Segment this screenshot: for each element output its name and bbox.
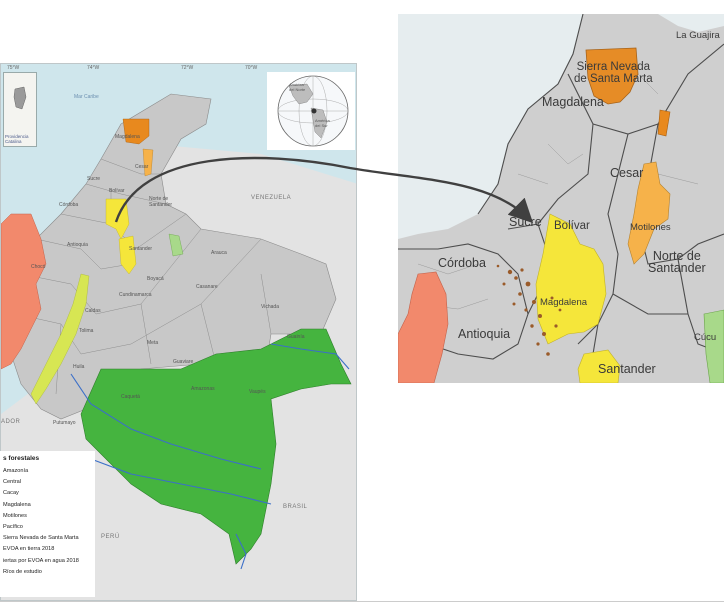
label-cucuta: Cúcu bbox=[694, 332, 717, 343]
label-huila: Huila bbox=[73, 364, 85, 370]
magdalena-nucleus bbox=[535, 213, 607, 345]
label-guaviare: Guaviare bbox=[173, 359, 194, 365]
label-motilones: Motilones bbox=[630, 222, 671, 233]
cacay-nucleus bbox=[168, 233, 184, 257]
label-cordoba: Córdoba bbox=[438, 256, 486, 270]
zoom-map-caribbean-region: La Guajira Sierra Nevada de Santa Marta … bbox=[398, 14, 724, 383]
island-shape bbox=[13, 86, 27, 110]
sierra-nevada-nucleus-east bbox=[657, 109, 671, 137]
legend-title: s forestales bbox=[3, 455, 40, 462]
department-borders bbox=[398, 14, 724, 360]
amazonia-nucleus bbox=[80, 328, 352, 565]
label-venezuela: VENEZUELA bbox=[251, 195, 292, 201]
label-brasil: BRASIL bbox=[283, 504, 308, 510]
label-vaupes: Vaupés bbox=[249, 389, 266, 395]
legend-item: Pacífico bbox=[3, 523, 23, 530]
island-inset: Providencia Catalina bbox=[3, 72, 37, 147]
label-bolivar: Bolívar bbox=[554, 220, 590, 232]
graticule-tick: 70°W bbox=[245, 65, 258, 71]
graticule-tick: 74°W bbox=[87, 65, 100, 71]
pacifico-nucleus bbox=[1, 213, 47, 370]
locator-globe: América del Norte América del Sur bbox=[267, 72, 355, 150]
label-putumayo: Putumayo bbox=[53, 420, 76, 426]
label-peru: PERÚ bbox=[101, 534, 120, 540]
label-sierra-nevada: Sierra Nevada de Santa Marta bbox=[574, 61, 653, 85]
label-la-guajira: La Guajira bbox=[676, 30, 720, 41]
label-norte-santander: Norte de Santander bbox=[648, 249, 706, 275]
legend-item: iertas por EVOA en agua 2018 bbox=[3, 557, 79, 564]
label-magdalena: Magdalena bbox=[115, 134, 140, 140]
forest-patches bbox=[496, 264, 562, 356]
label-guainia: Guainía bbox=[287, 334, 305, 340]
label-magdalena-region: Magdalena bbox=[540, 297, 588, 308]
globe-north-america-label: América del Norte bbox=[289, 82, 306, 92]
legend-item: Magdalena bbox=[3, 501, 31, 508]
motilones-nucleus bbox=[627, 161, 671, 265]
graticule-tick: 75°W bbox=[7, 65, 20, 71]
magdalena-nucleus-south bbox=[118, 235, 137, 275]
label-choco: Chocó bbox=[31, 264, 46, 270]
label-bolivar: Bolívar bbox=[109, 188, 125, 194]
label-tolima: Tolima bbox=[79, 328, 94, 334]
label-caqueta: Caquetá bbox=[121, 394, 140, 400]
inset-label: Providencia Catalina bbox=[5, 134, 29, 144]
motilones-nucleus bbox=[142, 148, 154, 177]
legend-item: Sierra Nevada de Santa Marta bbox=[3, 535, 79, 542]
sierra-nevada-nucleus bbox=[585, 47, 639, 105]
label-cundinamarca: Cundinamarca bbox=[119, 292, 152, 298]
legend-item: Cacay bbox=[3, 490, 19, 497]
label-santander: Santander bbox=[129, 246, 153, 252]
legend-item: Ríos de estudio bbox=[3, 568, 42, 575]
label-antioquia: Antioquia bbox=[458, 327, 511, 341]
zoom-map-svg bbox=[398, 14, 724, 383]
cacay-nucleus bbox=[703, 309, 724, 383]
label-amazonas: Amazonas bbox=[191, 386, 215, 392]
label-cordoba: Córdoba bbox=[59, 202, 79, 208]
sierra-nevada-nucleus bbox=[122, 118, 150, 145]
label-magdalena-department: Magdalena bbox=[542, 95, 604, 109]
graticule-tick: 72°W bbox=[181, 65, 194, 71]
legend-item: Amazonía bbox=[3, 468, 29, 474]
label-sucre: Sucre bbox=[87, 176, 101, 182]
label-santander: Santander bbox=[598, 362, 656, 376]
globe-svg bbox=[277, 75, 349, 147]
label-cesar: Cesar bbox=[135, 164, 149, 170]
legend-item: Central bbox=[3, 479, 22, 486]
study-rivers bbox=[70, 343, 350, 570]
label-norte-santander: Norte de Santander bbox=[149, 196, 173, 208]
legend-item: Motilones bbox=[3, 512, 27, 519]
label-cesar: Cesar bbox=[610, 166, 644, 180]
label-meta: Meta bbox=[147, 340, 159, 346]
central-nucleus bbox=[30, 273, 90, 405]
legend-item: EVOA en tierra 2018 bbox=[3, 546, 55, 553]
label-caldas: Caldas bbox=[85, 308, 101, 314]
label-vichada: Vichada bbox=[261, 304, 279, 310]
magdalena-nucleus-south bbox=[577, 349, 621, 383]
pacifico-nucleus bbox=[398, 271, 449, 383]
label-boyaca: Boyacá bbox=[147, 276, 164, 282]
label-arauca: Arauca bbox=[211, 250, 227, 256]
sea-area-top-right bbox=[658, 14, 724, 32]
bottom-divider bbox=[0, 601, 724, 602]
globe-south-america-label: América del Sur bbox=[315, 118, 330, 128]
label-casanare: Casanare bbox=[196, 284, 218, 290]
label-ecuador: ADOR bbox=[1, 419, 21, 425]
label-mar-caribe: Mar Caribe bbox=[74, 94, 99, 100]
label-antioquia: Antioquia bbox=[67, 242, 88, 248]
map-legend: s forestales Amazonía Central Cacay Magd… bbox=[0, 451, 95, 597]
